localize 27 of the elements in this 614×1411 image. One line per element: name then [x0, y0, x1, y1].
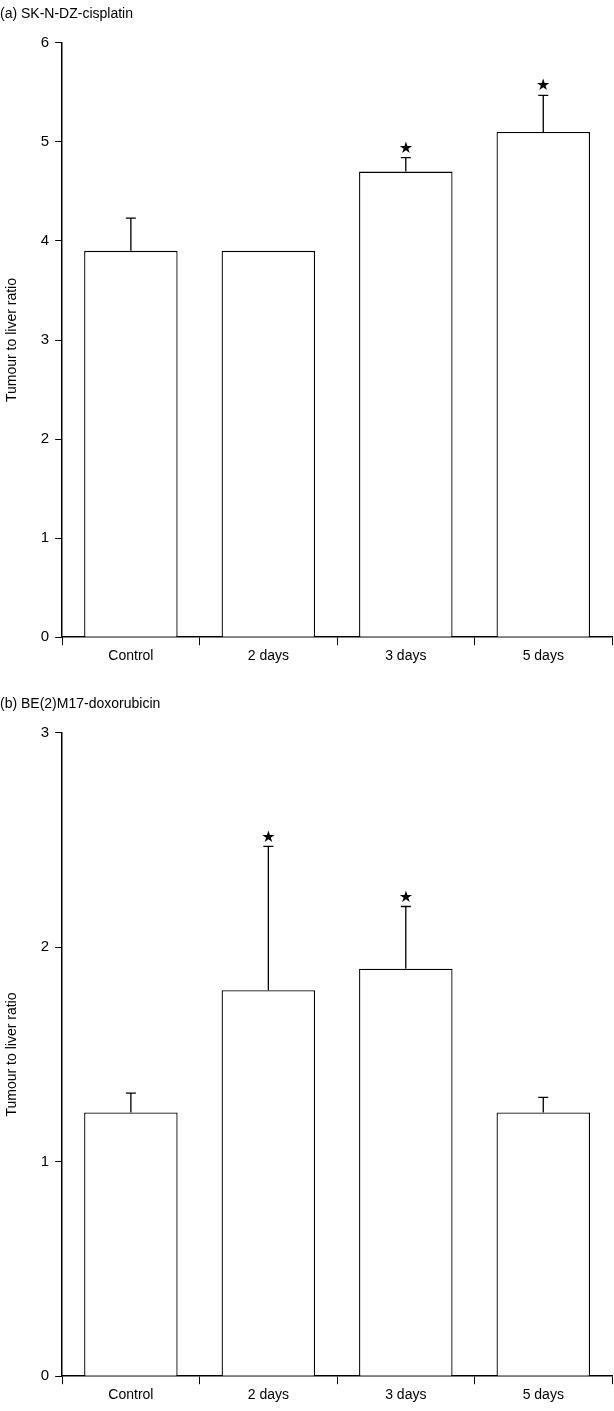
x-tick-label: 2 days [247, 647, 289, 664]
x-tick-label: 3 days [385, 1386, 427, 1403]
y-axis-title: Tumour to liver ratio [3, 992, 20, 1117]
annotation: ★ [261, 826, 276, 846]
annotation: ★ [398, 886, 413, 906]
annotation: ★ [536, 75, 551, 95]
x-tick-label: Control [108, 1386, 154, 1403]
y-axis-title: Tumour to liver ratio [3, 277, 20, 402]
y-tick-label: 1 [40, 1151, 50, 1169]
chart-title: (a) SK-N-DZ-cisplatin [0, 5, 134, 22]
x-tick-label: 5 days [522, 647, 564, 664]
y-tick-label: 5 [40, 132, 50, 150]
annotation: ★ [398, 137, 413, 157]
y-tick-label: 2 [40, 937, 50, 955]
x-tick-label: 3 days [385, 647, 427, 664]
y-tick-label: 2 [40, 429, 50, 447]
x-tick-label: 2 days [247, 1386, 289, 1403]
y-tick-label: 3 [40, 330, 50, 348]
y-tick-label: 3 [40, 722, 50, 740]
y-tick-label: 6 [40, 32, 50, 50]
y-tick-label: 0 [40, 627, 50, 645]
chart-title: (b) BE(2)M17-doxorubicin [0, 695, 161, 712]
x-tick-label: Control [108, 647, 154, 664]
x-tick-label: 5 days [522, 1386, 564, 1403]
y-tick-label: 1 [40, 528, 50, 546]
y-tick-label: 0 [40, 1366, 50, 1384]
y-tick-label: 4 [40, 231, 50, 249]
